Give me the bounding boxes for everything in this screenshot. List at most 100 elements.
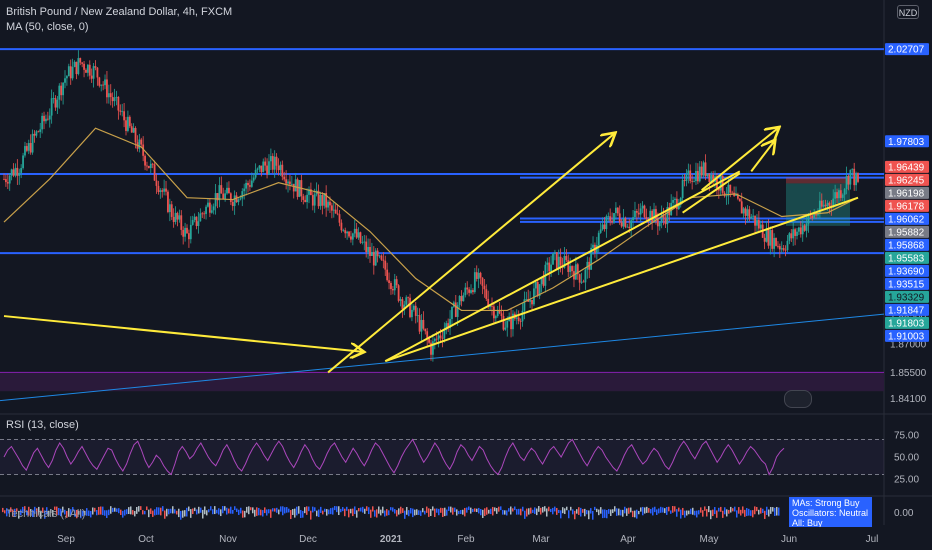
candle-body [555,252,558,269]
technicals-bar [120,509,122,515]
candle-body [483,285,486,290]
rsi-indicator-label[interactable]: RSI (13, close) [6,419,79,431]
link-icon[interactable] [784,390,812,408]
candle-body [18,172,21,176]
technicals-bar [306,506,308,515]
candle-body [52,98,55,99]
technicals-bar [198,506,200,514]
technicals-bar [422,508,424,513]
technicals-bar [372,506,374,512]
technicals-bar [538,506,540,512]
price-label-bg [885,199,929,212]
candle-body [534,281,537,289]
candle-body [757,220,760,229]
technicals-bar [580,507,582,517]
candle-body [393,279,396,291]
technicals-bar [334,506,336,511]
currency-badge[interactable]: NZD [897,5,919,19]
candle-body [351,233,354,240]
ma-indicator-label[interactable]: MA (50, close, 0) [6,21,89,33]
technicals-bar [178,508,180,518]
candle-body [466,287,469,290]
tech-oscillators-line: Oscillators: Neutral [792,508,869,518]
price-label-bg [885,277,929,290]
candle-body [268,161,270,175]
technicals-bar [32,509,34,518]
candle-body [533,288,535,305]
candle-body [176,212,179,220]
technicals-bar [410,508,412,514]
candle-body [207,202,209,207]
candle-body [786,240,789,251]
candle-body [25,146,28,151]
technicals-bar [520,508,522,516]
technicals-bar [336,506,338,513]
candle-body [494,316,497,319]
candle-body [820,200,823,207]
candle-body [651,210,654,223]
candle-body [376,250,379,257]
candle-body [239,198,242,200]
technicals-bar [768,509,770,517]
trend-line [327,134,614,374]
price-label: 1.91803 [885,316,929,329]
candle-body [567,260,570,272]
price-label-text: 2.02707 [888,45,925,56]
candle-body [847,175,850,185]
candle-body [256,168,259,170]
price-label: 1.91847 [885,303,929,316]
candle-body [58,85,61,100]
candle-body [418,315,421,332]
technicals-bar [346,506,348,511]
candle-body [639,208,642,215]
technicals-bar [144,510,146,515]
technicals-bar [652,507,654,516]
candle-body [195,216,198,226]
technicals-bar [84,510,86,516]
candle-body [69,66,72,79]
candle-body [687,170,690,175]
price-label-text: 1.96198 [888,188,925,199]
technicals-bar [486,507,488,515]
candle-body [491,305,493,307]
technicals-bar [124,509,126,516]
candle-body [10,169,13,176]
technicals-indicator-label[interactable]: Technicals (, All) [6,508,86,520]
candle-body [170,204,173,217]
candle-body [792,229,795,239]
technicals-bar [96,510,98,516]
technicals-bar [470,507,472,514]
candle-body [672,199,674,203]
technicals-bar [426,506,428,513]
candle-body [45,118,47,122]
technicals-bar [246,506,248,513]
technicals-bar [518,508,520,515]
technicals-bar [672,506,674,513]
price-label-text: 1.95868 [888,240,925,251]
candle-body [698,166,701,182]
price-label-bg [885,238,929,251]
technicals-bar [608,509,610,514]
technicals-bar [8,509,10,514]
technicals-bar [212,509,214,515]
technicals-bar [648,508,650,513]
technicals-bar [320,506,322,513]
technicals-bar [210,506,212,511]
price-label-text: 1.91803 [888,318,925,329]
technicals-bar [552,507,554,515]
technicals-bar [254,509,256,517]
candle-body [630,220,633,229]
technicals-bar [478,507,480,514]
technicals-bar [576,509,578,514]
candle-body [578,274,581,283]
technicals-bar [134,510,136,517]
candle-body [212,206,215,211]
technicals-bar [142,510,144,515]
time-axis-tick: Oct [138,534,154,545]
technicals-bar [242,510,244,518]
price-label: 1.95882 [885,225,929,238]
candle-body [849,169,852,185]
price-label-text: 1.96062 [888,214,925,225]
candle-body [132,128,135,133]
